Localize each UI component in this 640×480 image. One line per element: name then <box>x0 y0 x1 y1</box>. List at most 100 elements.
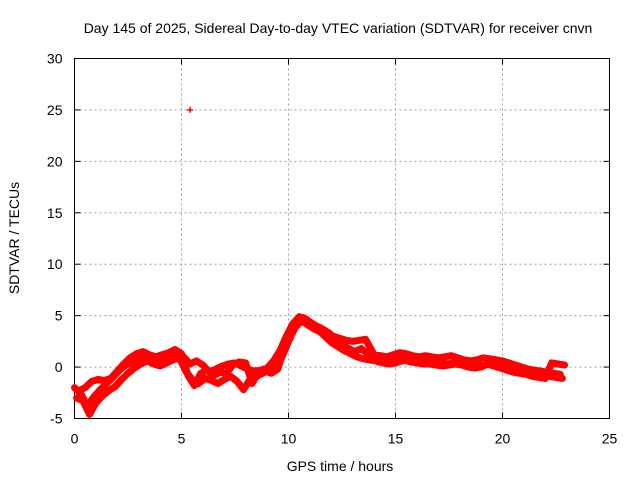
data-point <box>217 369 224 376</box>
data-point <box>133 350 140 357</box>
outlier-point <box>187 106 194 113</box>
data-point <box>75 387 82 394</box>
data-point <box>557 371 564 378</box>
data-point <box>328 339 335 346</box>
y-tick-label: 15 <box>47 205 63 221</box>
data-point <box>165 349 172 356</box>
data-point <box>137 360 144 367</box>
data-point <box>523 371 530 378</box>
data-point <box>92 400 99 407</box>
data-point <box>255 369 262 376</box>
data-point <box>525 366 532 373</box>
data-point <box>163 359 170 366</box>
data-point <box>446 362 452 369</box>
data-point <box>90 393 97 400</box>
data-point <box>120 360 127 367</box>
series-band <box>75 314 569 395</box>
data-point <box>236 358 243 365</box>
data-point <box>510 369 517 376</box>
x-tick-label: 0 <box>71 431 79 447</box>
data-point <box>95 376 102 383</box>
data-point <box>73 394 80 401</box>
data-point <box>409 352 416 359</box>
data-point <box>208 377 215 384</box>
series-band <box>73 317 564 418</box>
data-point <box>516 370 523 377</box>
data-point <box>227 373 234 380</box>
data-point <box>86 411 93 418</box>
data-point <box>448 352 455 359</box>
data-point <box>135 355 142 362</box>
y-tick-label: 10 <box>47 256 63 272</box>
data-points <box>71 106 569 418</box>
data-point <box>452 360 459 367</box>
data-point <box>529 373 536 380</box>
data-point <box>420 360 427 367</box>
data-point <box>505 359 512 366</box>
data-point <box>358 345 365 352</box>
data-point <box>416 353 423 360</box>
data-point <box>332 336 339 343</box>
data-point <box>428 353 435 360</box>
data-point <box>127 354 134 361</box>
data-point <box>131 365 138 372</box>
data-point <box>518 364 525 371</box>
plot-frame <box>74 58 610 419</box>
data-point <box>403 350 410 357</box>
x-tick-label: 15 <box>388 431 404 447</box>
data-point <box>313 322 320 329</box>
data-point <box>413 359 420 366</box>
data-point <box>82 384 89 391</box>
x-tick-label: 10 <box>281 431 297 447</box>
series-track-c <box>75 314 569 395</box>
data-point <box>105 387 112 394</box>
data-point <box>439 363 446 370</box>
x-tick-label: 25 <box>602 431 618 447</box>
data-point <box>144 357 151 364</box>
data-point <box>221 376 228 383</box>
data-point <box>261 368 268 375</box>
data-point <box>204 367 211 374</box>
data-point <box>467 357 474 364</box>
data-point <box>542 375 549 382</box>
data-point <box>240 386 247 393</box>
data-point <box>377 352 384 359</box>
data-point <box>351 348 358 355</box>
data-point <box>441 353 448 360</box>
data-point <box>550 370 557 377</box>
data-point <box>555 360 562 367</box>
data-point <box>214 380 221 387</box>
y-tick-label: 20 <box>47 153 63 169</box>
data-point <box>460 356 467 363</box>
data-point <box>349 338 356 345</box>
data-point <box>535 374 542 381</box>
x-axis-label: GPS time / hours <box>287 458 394 474</box>
data-point <box>202 375 209 382</box>
data-point <box>435 354 442 361</box>
data-point <box>484 360 491 367</box>
data-point <box>99 392 106 399</box>
data-point <box>150 360 157 367</box>
data-point <box>184 372 191 379</box>
y-tick-label: 25 <box>47 102 63 118</box>
data-point <box>433 362 440 369</box>
data-point <box>249 380 256 387</box>
y-tick-label: 30 <box>47 51 63 67</box>
data-point <box>364 350 371 357</box>
data-point <box>139 348 146 355</box>
data-point <box>326 330 333 337</box>
data-point <box>306 318 313 325</box>
data-point <box>465 364 472 371</box>
y-axis-label: SDTVAR / TECUs <box>6 182 22 294</box>
data-point <box>343 337 350 344</box>
data-point <box>169 356 176 363</box>
data-point <box>422 352 429 359</box>
data-point <box>388 355 395 362</box>
data-point <box>191 382 198 389</box>
data-point <box>114 368 121 375</box>
data-point <box>493 356 500 363</box>
data-point <box>71 384 78 391</box>
data-point <box>197 370 204 377</box>
data-point <box>548 359 555 366</box>
